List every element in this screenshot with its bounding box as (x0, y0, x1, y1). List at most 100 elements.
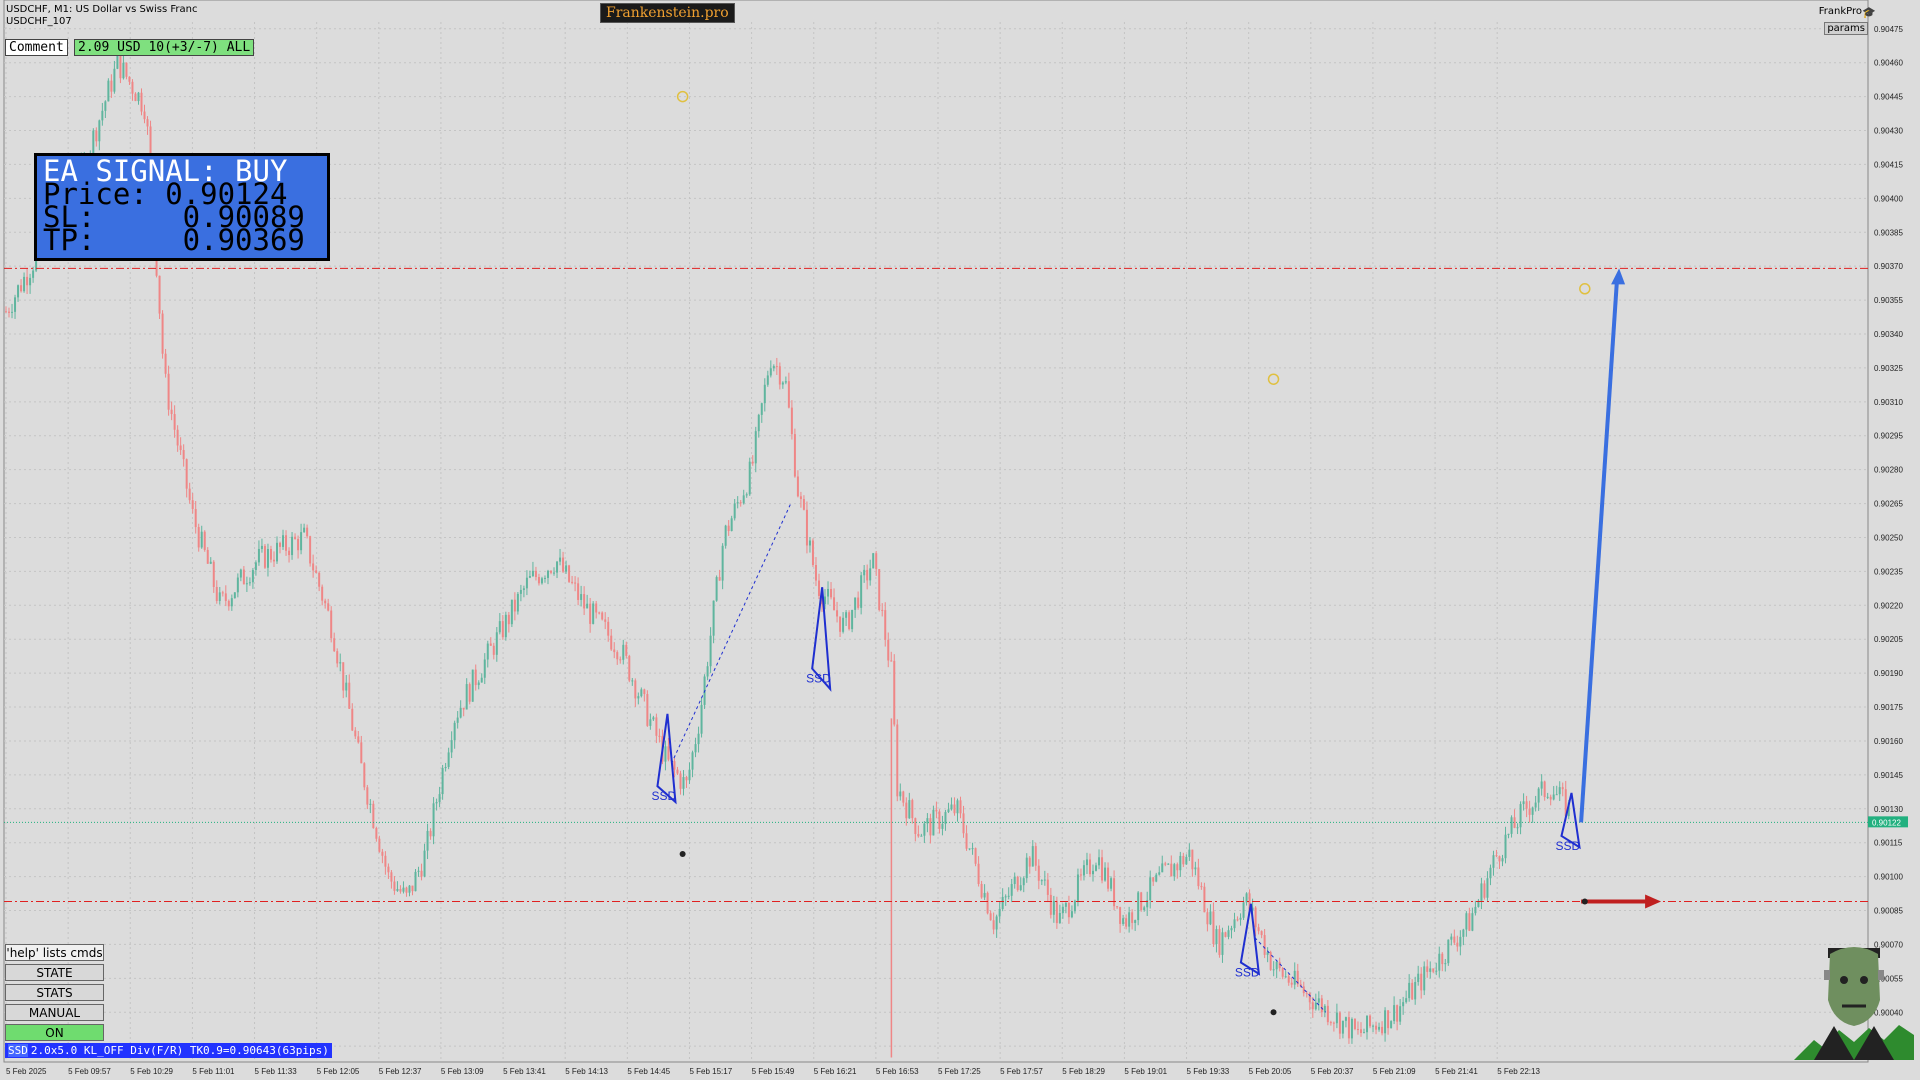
candle-body (1353, 1018, 1356, 1030)
candle-body (1040, 880, 1043, 882)
candle-body (1206, 912, 1209, 925)
candle-body (827, 588, 830, 597)
help-button[interactable]: 'help' lists cmds (5, 944, 104, 961)
candle-body (176, 429, 179, 446)
candle-body (1320, 998, 1323, 1013)
ssd-pattern (811, 587, 832, 692)
candle-body (242, 569, 245, 585)
candle-body (339, 662, 342, 664)
candle-body (574, 582, 577, 584)
candle-body (553, 572, 556, 574)
candle-body (1218, 929, 1221, 955)
candle-body (200, 531, 203, 548)
candle-body (1420, 973, 1423, 991)
candle-body (742, 495, 745, 504)
candle-body (562, 557, 565, 572)
x-tick-label: 5 Feb 20:05 (1249, 1067, 1292, 1076)
candle-body (694, 744, 697, 753)
candle-body (537, 577, 540, 584)
candle-body (462, 707, 465, 710)
candle-body (134, 93, 137, 102)
candle-body (1317, 998, 1320, 1003)
projection-line (1254, 937, 1327, 1013)
candle-body (471, 669, 474, 702)
candle-body (559, 557, 562, 562)
candle-body (1350, 1018, 1353, 1039)
candle-body (1486, 878, 1489, 898)
candle-body (251, 570, 254, 583)
candle-body (793, 434, 796, 477)
candle-body (417, 870, 420, 872)
on-button[interactable]: ON (5, 1024, 104, 1041)
candle-body (1031, 846, 1034, 867)
candle-body (324, 600, 327, 604)
candle-body (805, 509, 808, 546)
x-tick-label: 5 Feb 22:13 (1497, 1067, 1540, 1076)
candle-body (1058, 913, 1061, 924)
candle-body (676, 769, 679, 774)
candle-body (830, 588, 833, 598)
candle-body (266, 549, 269, 568)
candle-body (194, 508, 197, 528)
candle-body (667, 746, 670, 760)
manual-button[interactable]: MANUAL (5, 1004, 104, 1021)
candle-body (772, 366, 775, 369)
brand-logo-text[interactable]: Frankenstein.pro (600, 3, 735, 23)
y-tick-label: 0.90355 (1874, 296, 1903, 305)
y-tick-label: 0.90370 (1874, 262, 1903, 271)
candle-body (679, 773, 682, 789)
candle-body (845, 612, 848, 618)
candle-body (1116, 906, 1119, 908)
candle-body (1507, 833, 1510, 835)
candle-body (315, 570, 318, 573)
candle-body (1007, 895, 1010, 897)
candle-body (1399, 1006, 1402, 1022)
candle-body (664, 746, 667, 762)
candle-body (1302, 986, 1305, 994)
candle-body (1555, 794, 1558, 796)
candle-body (1242, 902, 1245, 918)
candle-body (1341, 1020, 1344, 1034)
candle-body (923, 823, 926, 836)
candle-body (863, 569, 866, 576)
candle-body (869, 568, 872, 581)
candle-body (1356, 1029, 1359, 1031)
stats-button[interactable]: STATS (5, 984, 104, 1001)
candle-body (188, 488, 191, 501)
candle-body (390, 872, 393, 882)
x-tick-label: 5 Feb 11:33 (255, 1067, 298, 1076)
x-tick-label: 5 Feb 16:53 (876, 1067, 919, 1076)
candle-body (1366, 1015, 1369, 1033)
candle-body (724, 525, 727, 546)
candle-body (1498, 856, 1501, 862)
candle-body (881, 609, 884, 611)
candle-body (1082, 865, 1085, 876)
candle-body (1275, 961, 1278, 970)
x-tick-label: 5 Feb 18:29 (1062, 1067, 1105, 1076)
candle-body (1233, 919, 1236, 929)
candle-body (1534, 802, 1537, 808)
candle-body (616, 652, 619, 660)
candle-body (625, 644, 628, 656)
candle-body (1329, 1022, 1332, 1024)
ssd-label: SSD (651, 789, 676, 803)
candle-body (453, 722, 456, 741)
candle-body (842, 617, 845, 632)
candle-body (953, 804, 956, 814)
candle-body (1453, 936, 1456, 943)
candle-body (601, 612, 604, 620)
candle-body (1489, 867, 1492, 879)
candle-body (492, 645, 495, 655)
candle-body (736, 502, 739, 504)
candle-body (1284, 976, 1287, 978)
candle-body (1287, 976, 1290, 983)
candle-body (655, 717, 658, 736)
params-button[interactable]: params (1824, 22, 1868, 35)
candle-body (1251, 907, 1254, 911)
candle-body (799, 496, 802, 500)
candle-body (598, 612, 601, 614)
candle-body (938, 811, 941, 829)
state-button[interactable]: STATE (5, 964, 104, 981)
candle-body (218, 592, 221, 601)
candle-body (1224, 932, 1227, 937)
